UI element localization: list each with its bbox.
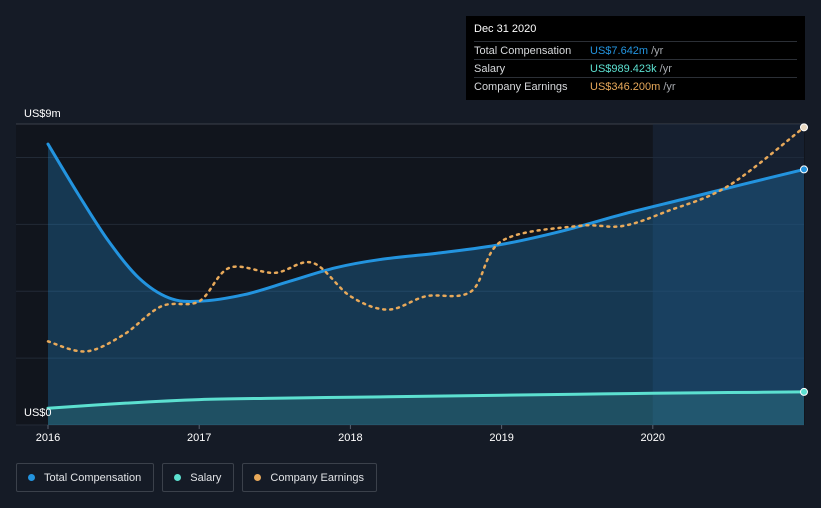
x-tick-label: 2016 <box>36 432 60 444</box>
x-tick-label: 2019 <box>489 432 513 444</box>
tooltip-value: US$989.423k <box>590 62 657 75</box>
legend-item-company-earnings[interactable]: Company Earnings <box>242 463 377 492</box>
line-total-compensation <box>46 142 806 304</box>
line-company-earnings <box>46 126 806 353</box>
tooltip-label: Total Compensation <box>474 44 572 57</box>
tooltip-value: US$7.642m <box>590 44 649 57</box>
series-lines <box>46 126 806 410</box>
legend-label: Total Compensation <box>44 471 142 484</box>
legend-item-salary[interactable]: Salary <box>162 463 235 492</box>
legend-label: Salary <box>190 471 222 484</box>
x-tick-label: 2020 <box>641 432 665 444</box>
tooltip-row-total-compensation: Total Compensation US$7.642m /yr <box>474 41 797 59</box>
tooltip-row-company-earnings: Company Earnings US$346.200m /yr <box>474 77 797 95</box>
tooltip-unit: /yr <box>659 62 672 75</box>
tooltip-unit: /yr <box>651 44 664 57</box>
line-salary <box>46 390 806 410</box>
tooltip-row-salary: Salary US$989.423k /yr <box>474 59 797 77</box>
chart-legend: Total Compensation Salary Company Earnin… <box>16 463 377 492</box>
legend-label: Company Earnings <box>270 471 364 484</box>
hover-tooltip: Dec 31 2020 Total Compensation US$7.642m… <box>466 16 805 100</box>
tooltip-label: Salary <box>474 62 506 75</box>
x-tick-label: 2018 <box>338 432 362 444</box>
tooltip-date: Dec 31 2020 <box>474 23 537 35</box>
y-axis-top-label: US$9m <box>24 108 61 120</box>
end-marker <box>800 123 808 132</box>
legend-dot-icon <box>174 474 182 481</box>
legend-dot-icon <box>254 474 262 481</box>
tooltip-label: Company Earnings <box>474 80 568 93</box>
x-tick-label: 2017 <box>187 432 211 444</box>
tooltip-value: US$346.200m <box>590 80 661 93</box>
end-marker <box>800 165 808 174</box>
x-axis-ticks: 2016 2017 2018 2019 2020 <box>36 425 665 444</box>
legend-item-total-compensation[interactable]: Total Compensation <box>16 463 155 492</box>
y-axis-bottom-label: US$0 <box>24 407 52 419</box>
tooltip-unit: /yr <box>663 80 676 93</box>
end-marker <box>800 387 808 396</box>
series-end-markers <box>800 123 808 396</box>
legend-dot-icon <box>28 474 35 481</box>
area-total-compensation <box>48 144 804 426</box>
